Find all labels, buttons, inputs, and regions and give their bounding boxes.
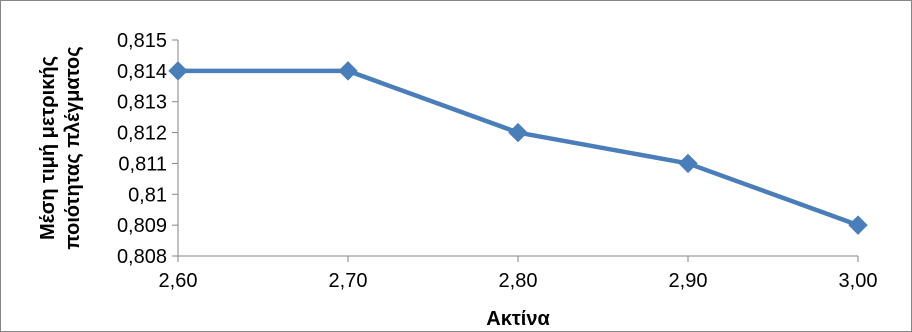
- data-point-marker: [848, 215, 868, 235]
- data-point-marker: [508, 122, 528, 143]
- y-tick-label: 0,81: [128, 184, 167, 206]
- data-point-marker: [678, 153, 698, 174]
- x-tick-label: 2,80: [499, 270, 538, 292]
- x-tick-label: 2,90: [669, 270, 708, 292]
- y-tick-label: 0,812: [117, 123, 167, 145]
- data-point-marker: [338, 61, 358, 81]
- series-line: [178, 68, 859, 228]
- data-point-marker: [168, 61, 188, 81]
- x-tick-label: 3,00: [839, 270, 878, 292]
- y-tick-label: 0,809: [117, 215, 167, 237]
- x-axis-title: Ακτίνα: [486, 308, 550, 330]
- x-tick-label: 2,70: [329, 270, 368, 292]
- y-tick-label: 0,808: [117, 246, 167, 268]
- x-tick-label: 2,60: [159, 270, 198, 292]
- y-tick-label: 0,814: [117, 61, 167, 83]
- y-tick-label: 0,811: [118, 153, 167, 175]
- y-tick-label: 0,815: [117, 30, 167, 52]
- y-tick-label: 0,813: [117, 92, 167, 114]
- y-axis-title-line-1: Μέση τιμή μετρικής: [37, 56, 59, 240]
- y-axis-title-line-2: ποιότητας πλέγματος: [62, 46, 84, 249]
